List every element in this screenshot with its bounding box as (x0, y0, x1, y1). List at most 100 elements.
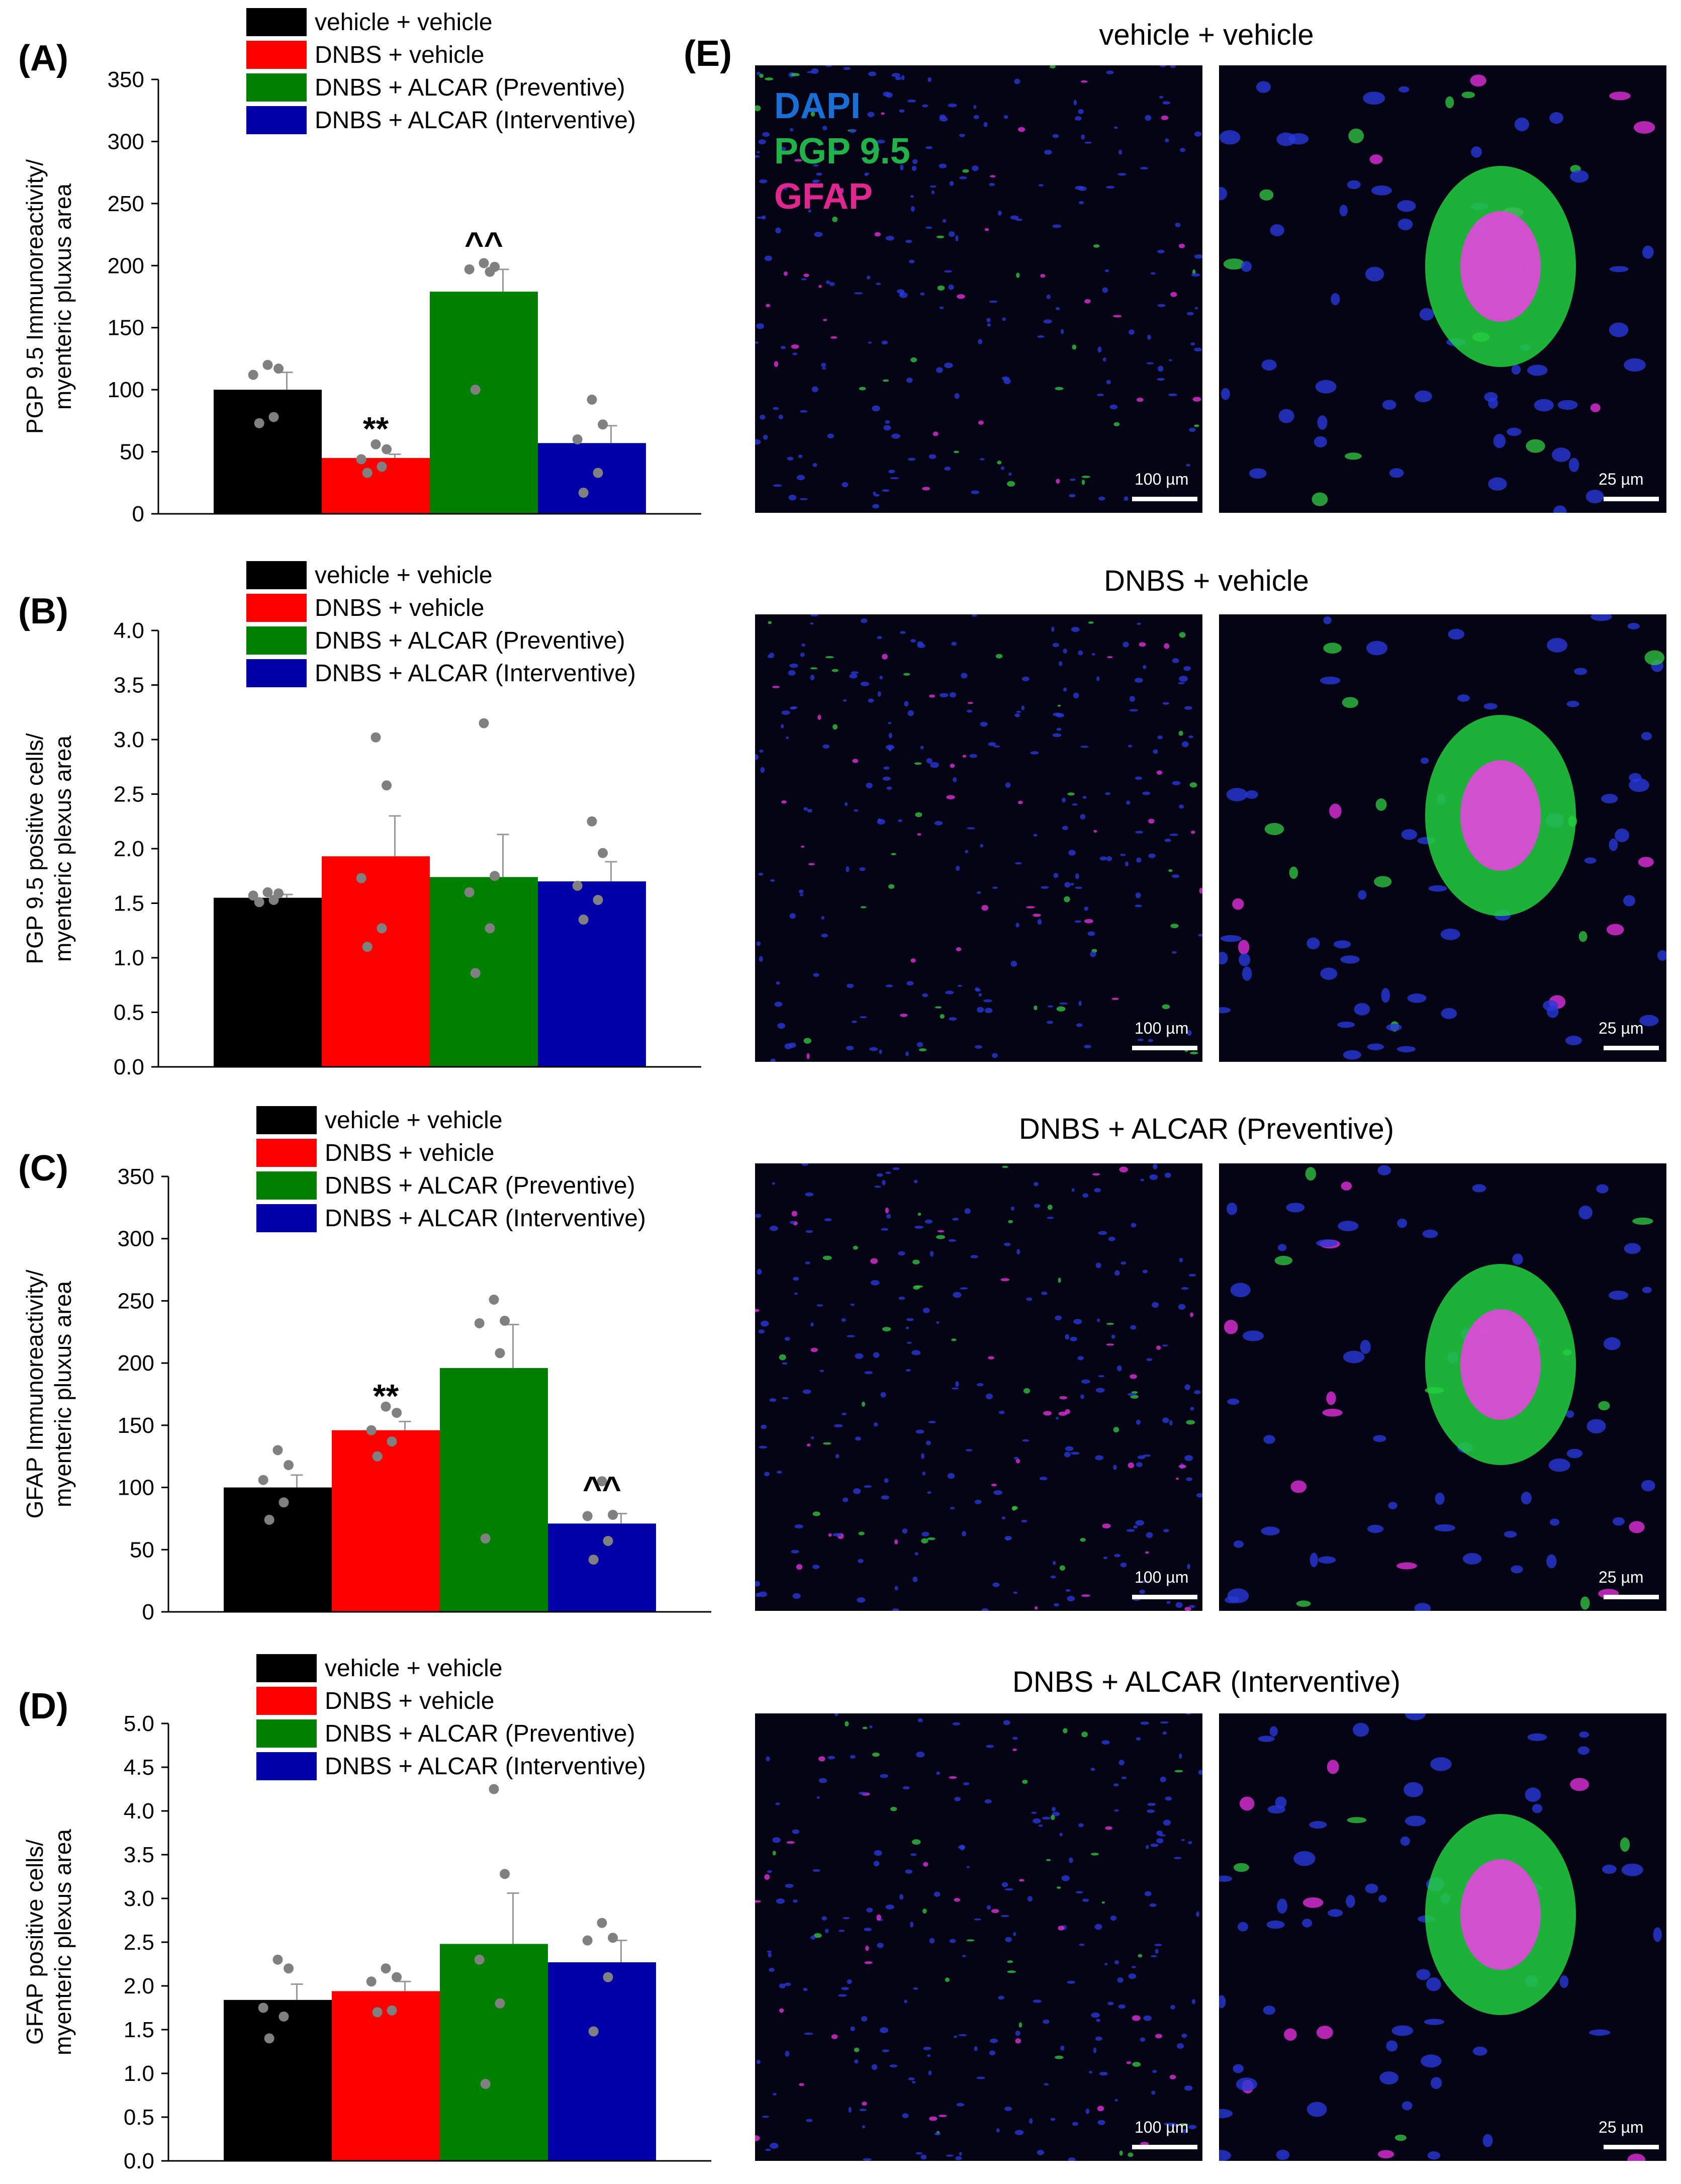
glial-signal (1460, 1309, 1541, 1420)
cell-nucleus (821, 362, 826, 367)
cell-nucleus (882, 776, 891, 781)
cell-nucleus (974, 1499, 982, 1504)
cell-nucleus (912, 159, 918, 164)
cell-nucleus (1138, 1954, 1143, 1958)
cell-nucleus (1052, 224, 1062, 228)
cell-nucleus (853, 1245, 859, 1250)
cell-nucleus (1157, 249, 1165, 253)
cell-nucleus (874, 1850, 882, 1856)
cell-nucleus (1232, 898, 1244, 910)
cell-nucleus (1190, 1312, 1194, 1317)
cell-nucleus (757, 1268, 762, 1275)
cell-nucleus (1507, 427, 1522, 436)
cell-nucleus (1029, 2118, 1033, 2124)
cell-nucleus (1013, 1932, 1016, 1936)
cell-nucleus (1415, 390, 1432, 403)
cell-nucleus (1129, 329, 1135, 335)
cell-nucleus (1470, 74, 1486, 87)
micrograph-row-title: DNBS + ALCAR (Preventive) (1018, 1113, 1394, 1145)
bar (440, 1944, 548, 2161)
cell-nucleus (786, 736, 789, 740)
cell-nucleus (791, 344, 799, 349)
cell-nucleus (1226, 788, 1248, 801)
cell-nucleus (1345, 452, 1362, 460)
cell-nucleus (822, 126, 827, 131)
cell-nucleus (1078, 650, 1083, 656)
cell-nucleus (948, 103, 957, 108)
cell-nucleus (1004, 1242, 1011, 1246)
cell-nucleus (805, 1230, 813, 1233)
y-tick-label: 100 (118, 1476, 154, 1500)
data-point (485, 923, 495, 934)
cell-nucleus (1126, 2061, 1132, 2064)
cell-nucleus (1181, 2129, 1188, 2133)
cell-nucleus (1050, 1575, 1056, 1579)
cell-nucleus (772, 1182, 775, 1185)
cell-nucleus (950, 692, 956, 698)
cell-nucleus (1621, 1863, 1643, 1876)
cell-nucleus (1179, 2123, 1188, 2126)
cell-nucleus (758, 139, 766, 145)
cell-nucleus (1402, 2101, 1413, 2111)
cell-nucleus (1549, 1518, 1560, 1526)
cell-nucleus (1644, 650, 1665, 666)
cell-nucleus (1144, 1891, 1152, 1896)
cell-nucleus (1136, 397, 1144, 402)
cell-nucleus (902, 1528, 908, 1534)
cell-nucleus (1047, 1005, 1054, 1008)
cell-nucleus (938, 1230, 945, 1233)
micrograph-low-mag (755, 1713, 1202, 2161)
cell-nucleus (1375, 798, 1387, 811)
cell-nucleus (1440, 928, 1460, 940)
cell-nucleus (1091, 653, 1095, 656)
cell-nucleus (1015, 218, 1023, 221)
legend-swatch (256, 1139, 317, 1167)
cell-nucleus (898, 1296, 905, 1300)
cell-nucleus (1162, 1004, 1170, 1010)
cell-nucleus (1123, 642, 1129, 648)
cell-nucleus (1043, 2019, 1050, 2024)
y-tick-label: 300 (108, 129, 144, 154)
cell-nucleus (1270, 224, 1284, 236)
cell-nucleus (962, 169, 969, 173)
legend-label: vehicle + vehicle (325, 1107, 503, 1134)
cell-nucleus (1171, 874, 1180, 878)
cell-nucleus (1033, 1999, 1042, 2003)
cell-nucleus (1140, 1178, 1144, 1181)
cell-nucleus (980, 721, 988, 727)
cell-nucleus (1118, 2004, 1126, 2009)
cell-nucleus (948, 284, 954, 290)
cell-nucleus (1397, 1046, 1416, 1052)
cell-nucleus (799, 2083, 804, 2086)
cell-nucleus (966, 709, 973, 713)
cell-nucleus (801, 1163, 808, 1166)
cell-nucleus (1002, 1165, 1008, 1168)
cell-nucleus (1000, 1915, 1010, 1918)
cell-nucleus (1263, 1435, 1275, 1444)
cell-nucleus (978, 339, 983, 344)
y-tick-label: 350 (118, 1164, 154, 1189)
cell-nucleus (885, 984, 893, 987)
cell-nucleus (874, 1186, 881, 1188)
cell-nucleus (1186, 1477, 1193, 1481)
cell-nucleus (1179, 804, 1184, 809)
cell-nucleus (1051, 626, 1055, 632)
cell-nucleus (818, 1778, 827, 1783)
cell-nucleus (1249, 468, 1267, 479)
cell-nucleus (1105, 1826, 1112, 1830)
cell-nucleus (1113, 1783, 1119, 1787)
data-point (598, 848, 608, 858)
cell-nucleus (816, 1304, 823, 1307)
cell-nucleus (916, 1752, 925, 1758)
cell-nucleus (1030, 751, 1039, 755)
cell-nucleus (1047, 1205, 1053, 1210)
cell-nucleus (936, 235, 945, 238)
cell-nucleus (785, 2050, 790, 2057)
cell-nucleus (1341, 1181, 1352, 1191)
cell-nucleus (858, 1791, 868, 1795)
cell-nucleus (1113, 1809, 1119, 1812)
cell-nucleus (1327, 1760, 1339, 1774)
cell-nucleus (1067, 792, 1075, 796)
cell-nucleus (944, 270, 953, 273)
data-point (366, 1425, 377, 1435)
